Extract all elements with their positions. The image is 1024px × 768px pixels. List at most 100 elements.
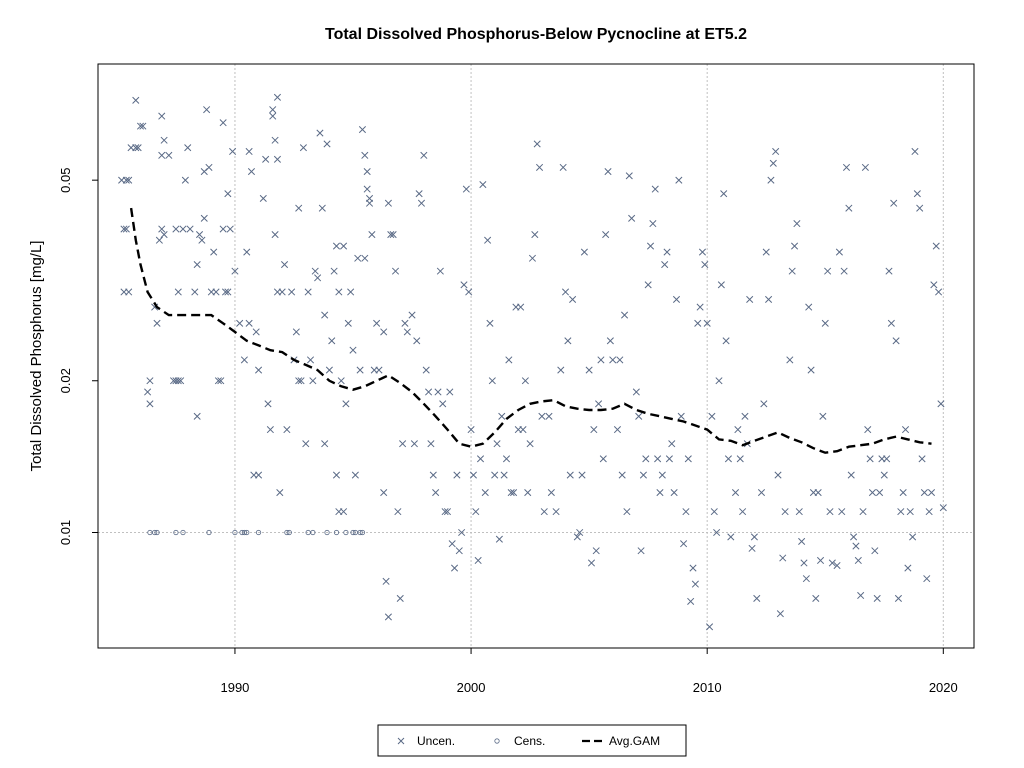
uncensored-point: [585, 366, 593, 374]
uncensored-point: [592, 547, 600, 555]
uncensored-point: [845, 204, 853, 212]
censored-point: [343, 529, 349, 536]
uncensored-point: [318, 204, 326, 212]
uncensored-point: [786, 356, 794, 364]
uncensored-point: [373, 319, 381, 327]
uncensored-point: [474, 556, 482, 565]
uncensored-point: [309, 377, 317, 385]
uncensored-point: [939, 504, 947, 512]
uncensored-point: [535, 163, 544, 171]
uncensored-point: [382, 577, 390, 585]
uncensored-point: [198, 236, 206, 244]
uncensored-point: [231, 267, 239, 275]
uncensored-point: [826, 508, 834, 516]
uncensored-point: [363, 168, 371, 176]
uncensored-point: [276, 489, 284, 497]
uncensored-point: [462, 185, 470, 193]
uncensored-point: [226, 225, 234, 233]
uncensored-point: [642, 455, 650, 463]
uncensored-point: [368, 231, 376, 239]
uncensored-point: [911, 147, 919, 156]
uncensored-point: [661, 261, 669, 269]
uncensored-point: [533, 140, 541, 148]
uncensored-point: [488, 377, 496, 385]
uncensored-point: [193, 261, 201, 269]
uncensored-point: [760, 400, 768, 408]
uncensored-point: [701, 261, 709, 269]
uncensored-point: [559, 163, 567, 171]
uncensored-point: [332, 242, 341, 250]
legend-gam-label: Avg.GAM: [609, 734, 660, 748]
uncensored-point: [687, 597, 695, 605]
uncensored-point: [120, 225, 128, 233]
uncensored-point: [885, 267, 893, 275]
uncensored-point: [689, 564, 697, 572]
uncensored-point: [479, 181, 487, 189]
censored-point: [359, 529, 366, 536]
uncensored-point: [625, 172, 633, 180]
uncensored-point: [788, 267, 796, 275]
uncensored-point: [861, 163, 869, 171]
uncensored-point: [401, 319, 409, 327]
uncensored-point: [224, 288, 232, 296]
y-tick-label: 0.05: [58, 168, 73, 193]
uncensored-point: [925, 508, 933, 516]
uncensored-point: [502, 455, 511, 463]
uncensored-point: [491, 471, 499, 479]
uncensored-point: [864, 426, 872, 434]
uncensored-point: [734, 426, 742, 434]
uncensored-point: [299, 144, 307, 152]
uncensored-point: [288, 288, 296, 296]
uncensored-point: [672, 295, 681, 303]
uncensored-point: [580, 248, 588, 256]
uncensored-point: [703, 319, 711, 327]
uncensored-point: [262, 155, 270, 163]
uncensored-point: [599, 455, 607, 463]
uncensored-point: [795, 508, 803, 516]
uncensored-point: [342, 400, 350, 408]
uncensored-point: [802, 575, 810, 583]
uncensored-point: [146, 400, 154, 408]
uncensored-point: [240, 356, 248, 364]
uncensored-point: [765, 295, 773, 303]
uncensored-point: [824, 267, 832, 275]
uncensored-point: [155, 236, 163, 244]
uncensored-point: [590, 426, 598, 434]
uncensored-point: [828, 559, 836, 567]
uncensored-point: [613, 426, 622, 434]
uncensored-point: [852, 542, 860, 550]
uncensored-point: [144, 388, 152, 396]
uncensored-point: [259, 194, 267, 202]
uncensored-point: [354, 254, 362, 262]
uncensored-point: [573, 533, 581, 541]
uncensored-point: [278, 288, 286, 296]
uncensored-point: [576, 528, 584, 537]
uncensored-point: [358, 126, 367, 134]
uncensored-point: [283, 426, 291, 434]
uncensored-point: [436, 267, 444, 275]
uncensored-point: [191, 288, 199, 296]
uncensored-point: [790, 242, 799, 250]
uncensored-point: [219, 225, 227, 233]
uncensored-point: [136, 122, 145, 130]
uncensored-point: [639, 471, 647, 479]
uncensored-point: [510, 489, 518, 497]
plot-frame: [97, 63, 975, 649]
uncensored-point: [835, 248, 843, 256]
uncensored-point: [595, 400, 603, 408]
y-tick-label: 0.02: [58, 368, 73, 393]
uncensored-point: [684, 455, 692, 463]
uncensored-point: [266, 426, 274, 434]
uncensored-point: [691, 580, 699, 588]
uncensored-point: [927, 489, 936, 497]
uncensored-point: [165, 151, 173, 159]
uncensored-point: [779, 554, 787, 562]
uncensored-point: [807, 366, 815, 374]
uncensored-point: [271, 136, 279, 144]
uncensored-point: [415, 190, 423, 198]
uncensored-point: [160, 136, 168, 144]
uncensored-point: [727, 533, 735, 541]
uncensored-point: [724, 455, 732, 463]
uncensored-point: [174, 288, 182, 296]
